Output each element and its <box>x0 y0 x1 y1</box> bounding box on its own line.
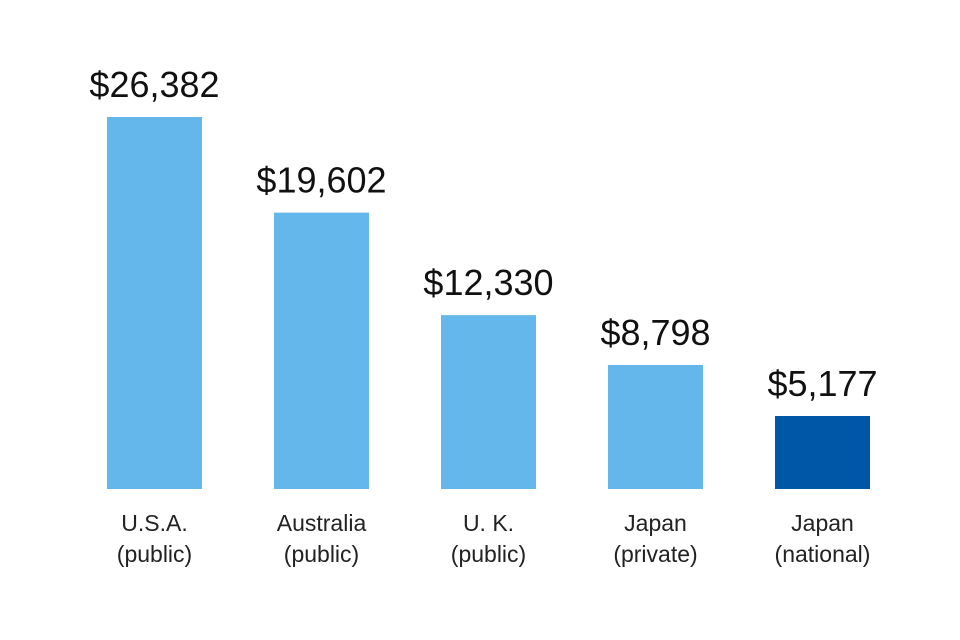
bars-group <box>107 117 870 489</box>
category-label-line1-1: Australia <box>277 510 367 536</box>
bar-2 <box>441 315 536 489</box>
value-label-0: $26,382 <box>89 64 219 105</box>
bar-4 <box>775 416 870 489</box>
category-label-line2-3: (private) <box>613 541 697 567</box>
category-label-line2-1: (public) <box>284 541 359 567</box>
category-label-line2-4: (national) <box>775 541 871 567</box>
value-label-3: $8,798 <box>600 312 710 353</box>
category-label-line1-3: Japan <box>624 510 687 536</box>
category-labels-group: U.S.A. (public) Australia (public) U. K. (pub… <box>117 510 871 567</box>
bar-3 <box>608 364 703 489</box>
bar-0 <box>107 117 202 489</box>
value-label-1: $19,602 <box>256 160 386 201</box>
value-labels-group: $26,382 $19,602 $12,330 $8,798 $5,177 <box>89 64 877 404</box>
category-label-line1-4: Japan <box>791 510 854 536</box>
category-label-line1-0: U.S.A. <box>121 510 187 536</box>
value-label-4: $5,177 <box>767 363 877 404</box>
category-label-line2-2: (public) <box>451 541 526 567</box>
category-label-line2-0: (public) <box>117 541 192 567</box>
value-label-2: $12,330 <box>423 262 553 303</box>
category-label-line1-2: U. K. <box>463 510 514 536</box>
bar-1 <box>274 212 369 489</box>
